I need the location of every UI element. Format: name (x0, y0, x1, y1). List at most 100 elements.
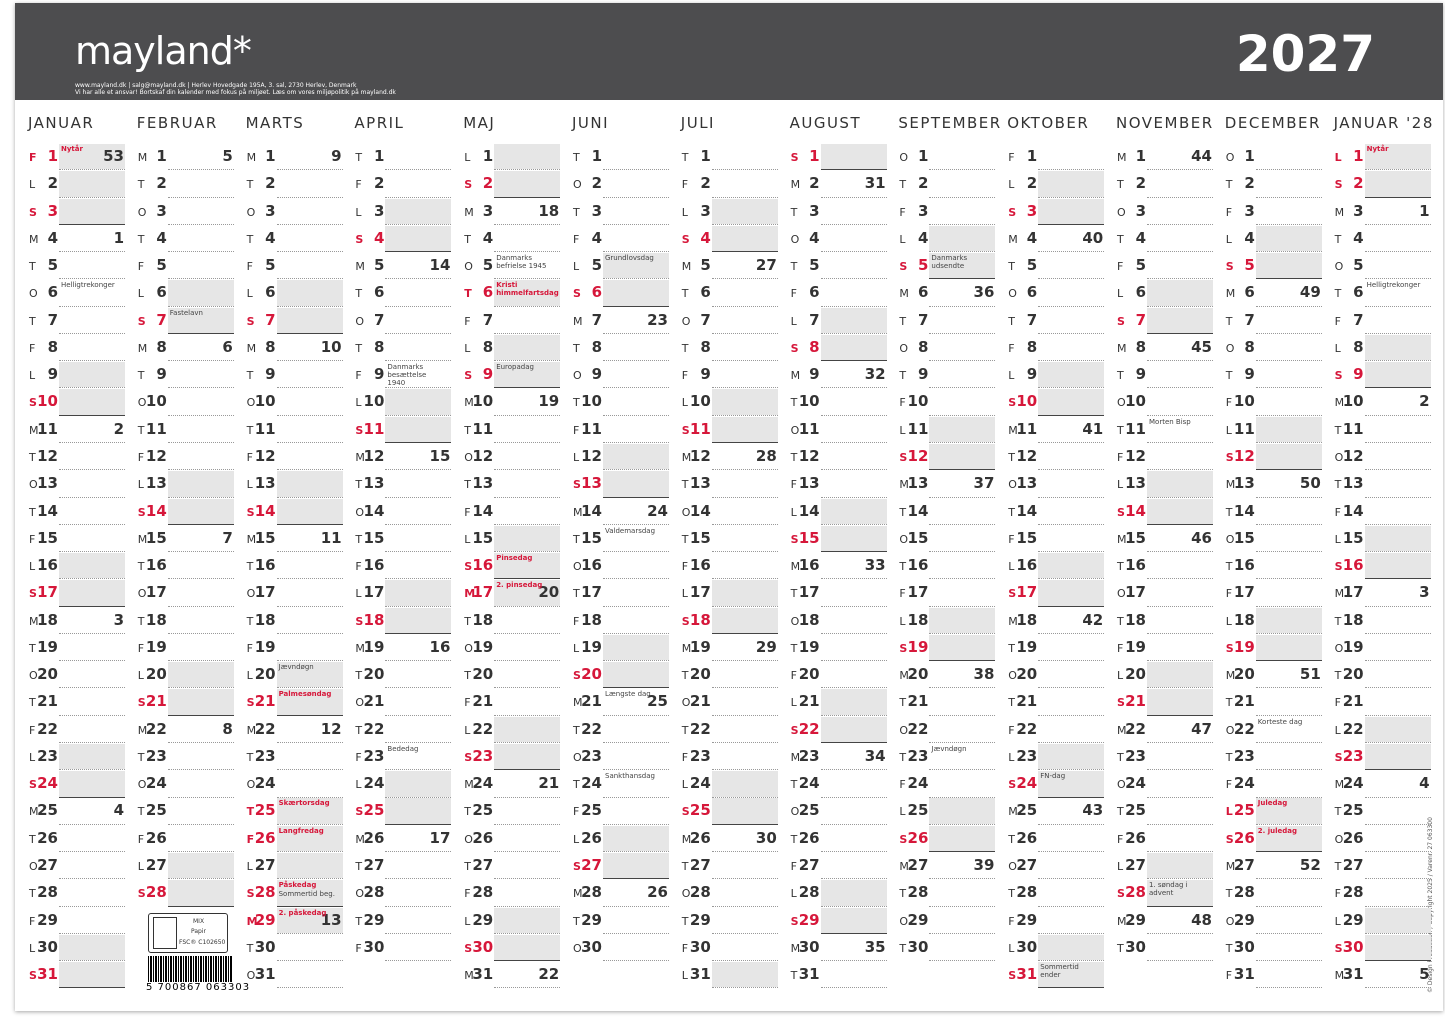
row-line (494, 223, 561, 225)
row-line (1255, 360, 1322, 362)
row-line (494, 278, 561, 280)
row-line (276, 251, 343, 253)
day-number: 1 (1353, 147, 1364, 165)
day-row: S 26 2. juledag (1225, 825, 1322, 853)
day-number: 10 (1233, 392, 1255, 411)
weekday: L (1334, 532, 1341, 546)
weekday: M (790, 941, 801, 955)
row-line (1038, 987, 1105, 989)
week-number: 6 (222, 337, 233, 356)
weekend-shade (929, 416, 996, 442)
weekday: M (246, 914, 258, 928)
day-row: S 16 (1334, 552, 1431, 580)
day-row: M 9 32 (790, 361, 887, 389)
row-line (1364, 551, 1431, 553)
row-line (1038, 960, 1105, 962)
weekday: L (1117, 860, 1124, 874)
day-row: T 18 (1334, 607, 1431, 634)
row-line (820, 414, 887, 416)
row-line (1255, 196, 1322, 198)
weekday: T (1008, 505, 1015, 519)
weekday: F (464, 887, 471, 901)
day-number: 21 (798, 692, 820, 711)
row-line (711, 196, 778, 198)
row-line (385, 387, 452, 389)
day-row: F 16 (681, 552, 778, 580)
row-line (929, 223, 996, 225)
day-number: 3 (373, 201, 385, 220)
day-row: S 10 (1007, 388, 1105, 416)
day-number: 12 (1233, 446, 1255, 465)
weekend-shade (385, 389, 452, 415)
day-number: 29 (1125, 910, 1146, 929)
day-number: 16 (1125, 556, 1146, 575)
day-row: O 28 (681, 879, 778, 907)
weekend-shade (1364, 716, 1431, 742)
weekday: M (899, 478, 909, 492)
row-line (1147, 660, 1213, 662)
day-number: 24 (1125, 774, 1146, 793)
day-row: T 18 (246, 607, 343, 634)
row-line (929, 196, 996, 198)
weekday: T (1225, 314, 1233, 328)
weekday: T (899, 887, 907, 901)
weekday: T (137, 423, 145, 437)
holiday-note: Grundlovsdag (605, 254, 654, 263)
weekday: T (899, 505, 907, 519)
weekday: L (1117, 287, 1124, 301)
row-line (1255, 905, 1322, 907)
row-line (385, 660, 452, 662)
row-line (59, 660, 125, 662)
weekday: M (1334, 396, 1345, 410)
row-line (276, 905, 343, 907)
day-row: S 29 (790, 907, 887, 934)
weekday: M (137, 151, 148, 164)
day-number: 11 (145, 419, 167, 438)
row-line (276, 414, 343, 416)
day-number: 14 (472, 501, 494, 520)
weekday: M (1225, 287, 1236, 301)
day-row: T 27 (354, 852, 452, 880)
weekend-shade (494, 907, 561, 933)
weekday: M (790, 560, 801, 574)
day-row: M 16 33 (790, 552, 887, 580)
weekday: O (1334, 450, 1344, 464)
day-row: O 26 (463, 825, 561, 853)
day-row: T 26 (790, 825, 887, 853)
day-row: O 20 (1007, 661, 1105, 689)
weekday: M (681, 641, 692, 655)
weekday: O (29, 860, 38, 874)
weekend-shade (1364, 743, 1431, 770)
row-line (1038, 741, 1105, 743)
day-number: 30 (1233, 937, 1255, 956)
day-row: T 13 (1334, 470, 1431, 498)
weekday: O (246, 587, 256, 601)
day-number: 29 (798, 910, 820, 929)
weekday: L (355, 778, 362, 792)
day-number: 1 (809, 147, 820, 165)
row-line (820, 551, 887, 553)
day-number: 6 (156, 283, 167, 302)
day-number: 7 (47, 310, 58, 329)
weekend-shade (1147, 853, 1213, 879)
day-number: 25 (1125, 801, 1146, 820)
day-number: 21 (254, 692, 276, 711)
day-number: 29 (1233, 910, 1255, 929)
day-row: S 9 Europadag (463, 361, 561, 389)
weekend-shade (167, 853, 234, 879)
weekday: T (1225, 505, 1233, 519)
day-number: 20 (907, 665, 929, 684)
holiday-note: 1. søndag i advent (1149, 881, 1188, 898)
weekday: F (573, 232, 580, 246)
day-number: 5 (47, 256, 58, 275)
weekend-shade (1147, 280, 1213, 306)
weekday: T (246, 614, 254, 628)
row-line (603, 360, 669, 362)
fsc-code: FSC® C102650 (179, 939, 226, 946)
day-row: M 19 16 (354, 634, 452, 662)
